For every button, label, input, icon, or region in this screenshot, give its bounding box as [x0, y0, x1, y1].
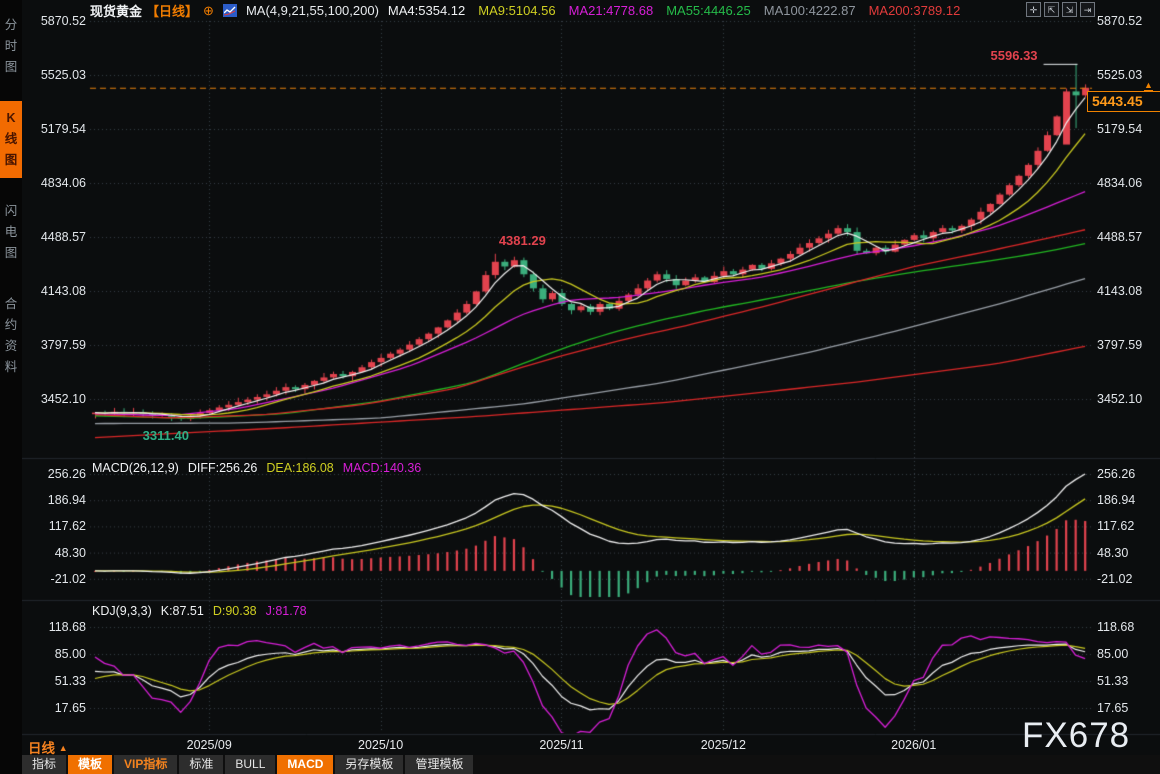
kdj-axis-label-right: 85.00 — [1097, 647, 1129, 661]
macd-value: MACD:140.36 — [342, 461, 422, 475]
macd-axis-label-right: 256.26 — [1097, 467, 1136, 481]
toolbar-button-2[interactable]: 模板 — [68, 755, 113, 774]
price-axis-label-left: 4143.08 — [40, 283, 86, 298]
x-scale-icon[interactable]: ⇱ — [1044, 2, 1059, 17]
price-axis-label-left: 3452.10 — [40, 391, 86, 406]
macd-axis-label-right: -21.02 — [1097, 571, 1133, 586]
time-axis-row: 日线 ▲ 2025/09 2025/10 2025/11 2025/12 2026/01 — [22, 735, 1160, 756]
toolbar-button-4[interactable]: 标准 — [179, 755, 224, 774]
ma-value-6: MA200:3789.12 — [868, 3, 961, 18]
kdj-axis-label-right: 17.65 — [1097, 700, 1129, 715]
price-axis-label-right: 4143.08 — [1097, 283, 1143, 298]
kdj-axis-label-right: 51.33 — [1097, 673, 1129, 688]
y-scale-icon[interactable]: ⇲ — [1062, 2, 1077, 17]
macd-axis-label-right: 117.62 — [1097, 519, 1135, 534]
annotation-peak-price: 4381.29 — [498, 232, 546, 248]
price-axis-label-right: 4834.06 — [1097, 175, 1143, 190]
ma-value-5: MA100:4222.87 — [763, 3, 856, 18]
kdj-title: KDJ(9,3,3) — [92, 604, 152, 618]
price-axis-label-left: 3797.59 — [40, 337, 86, 352]
ma-value-1: MA4:5354.12 — [387, 3, 466, 18]
sidebar-tab-4[interactable]: 合约资料 — [4, 297, 18, 374]
window-buttons: ✛ ⇱ ⇲ ⇥ — [1026, 2, 1095, 17]
price-axis-label-left: 4834.06 — [40, 175, 86, 190]
macd-axis-label-left: -21.02 — [50, 571, 86, 586]
annotation-low-price: 3311.40 — [142, 427, 189, 443]
ma-settings-label: MA(4,9,21,55,100,200) — [245, 3, 379, 18]
price-axis-label-left: 5870.52 — [40, 14, 86, 28]
x-axis-label: 2025/12 — [700, 738, 746, 752]
pan-icon[interactable]: ✛ — [1026, 2, 1041, 17]
ma-values: MA4:5354.12 MA9:5104.56 MA21:4778.68 MA55:4… — [388, 3, 960, 18]
toolbar-button-7[interactable]: 另存模板 — [335, 755, 404, 774]
x-axis-label: 2025/10 — [358, 738, 404, 752]
macd-axis-label-right: 186.94 — [1097, 493, 1136, 508]
kdj-axis-label-left: 85.00 — [54, 647, 86, 661]
plus-circle-icon[interactable]: ⊕ — [203, 2, 214, 18]
macd-axis-label-right: 48.30 — [1097, 545, 1129, 560]
annotation-high-price: 5596.33 — [990, 47, 1038, 63]
price-axis-label-left: 4488.57 — [40, 229, 86, 244]
kdj-panel-title: KDJ(9,3,3) K:87.51 D:90.38 J:81.78 — [92, 604, 307, 618]
price-axis-label-right: 3797.59 — [1097, 337, 1143, 352]
price-axis-label-right: 5525.03 — [1097, 68, 1143, 82]
kdj-axis-label-left: 17.65 — [54, 700, 86, 715]
sidebar-tab-1[interactable]: 分时图 — [4, 18, 18, 74]
kdj-axis-label-right: 118.68 — [1097, 620, 1135, 634]
macd-axis-label-left: 117.62 — [48, 519, 86, 534]
symbol-title: 现货黄金 — [90, 4, 143, 19]
price-axis-label-right: 3452.10 — [1097, 391, 1143, 406]
macd-title: MACD(26,12,9) — [92, 461, 179, 475]
price-axis-label-right: 5179.54 — [1097, 122, 1143, 136]
price-axis-label-left: 5179.54 — [40, 122, 86, 136]
macd-panel-title: MACD(26,12,9) DIFF:256.26 DEA:186.08 MAC… — [92, 461, 421, 475]
triangle-up-icon: ▲ — [58, 743, 68, 753]
toolbar-button-5[interactable]: BULL — [225, 755, 276, 774]
kdj-axis-label-left: 51.33 — [54, 673, 86, 688]
macd-axis-label-left: 48.30 — [54, 545, 86, 560]
watermark: FX678 — [1022, 716, 1131, 755]
price-up-arrow-icon: ▲ — [1144, 79, 1153, 92]
chart-header: 现货黄金 【日线】 ⊕ MA(4,9,21,55,100,200) MA4:53… — [90, 0, 960, 21]
mini-chart-icon[interactable] — [222, 4, 237, 17]
ma-value-4: MA55:4446.25 — [666, 3, 751, 18]
macd-axis-label-left: 256.26 — [47, 467, 86, 481]
kdj-d-value: D:90.38 — [212, 604, 257, 618]
price-axis-label-left: 5525.03 — [40, 68, 86, 82]
period-selector[interactable]: 日线 ▲ — [28, 741, 68, 756]
bottom-toolbar: 指标 模板 VIP指标 标准 BULL MACD 另存模板 管理模板 — [22, 755, 1160, 774]
x-axis-label: 2025/09 — [186, 738, 232, 752]
current-price-label: 5443.45 — [1087, 90, 1160, 112]
toolbar-button-3[interactable]: VIP指标 — [114, 755, 178, 774]
toolbar-button-6[interactable]: MACD — [277, 755, 334, 774]
x-axis-label: 2025/11 — [539, 738, 584, 752]
price-axis-label-right: 4488.57 — [1097, 229, 1143, 244]
ma-value-3: MA21:4778.68 — [568, 3, 654, 18]
macd-dea-value: DEA:186.08 — [266, 461, 334, 475]
kdj-k-value: K:87.51 — [160, 604, 204, 618]
restore-icon[interactable]: ⇥ — [1080, 2, 1095, 17]
macd-axis-label-left: 186.94 — [47, 493, 86, 508]
period-tag[interactable]: 【日线】 — [146, 4, 199, 19]
sidebar-tab-3[interactable]: 闪电图 — [4, 204, 18, 260]
toolbar-button-8[interactable]: 管理模板 — [405, 755, 474, 774]
kdj-axis-label-left: 118.68 — [48, 620, 86, 634]
ma-value-2: MA9:5104.56 — [478, 3, 556, 18]
toolbar-button-1[interactable]: 指标 — [22, 755, 67, 774]
macd-diff-value: DIFF:256.26 — [187, 461, 258, 475]
price-axis-label-right: 5870.52 — [1097, 14, 1143, 28]
x-axis-label: 2026/01 — [891, 738, 937, 752]
kdj-j-value: J:81.78 — [265, 604, 307, 618]
